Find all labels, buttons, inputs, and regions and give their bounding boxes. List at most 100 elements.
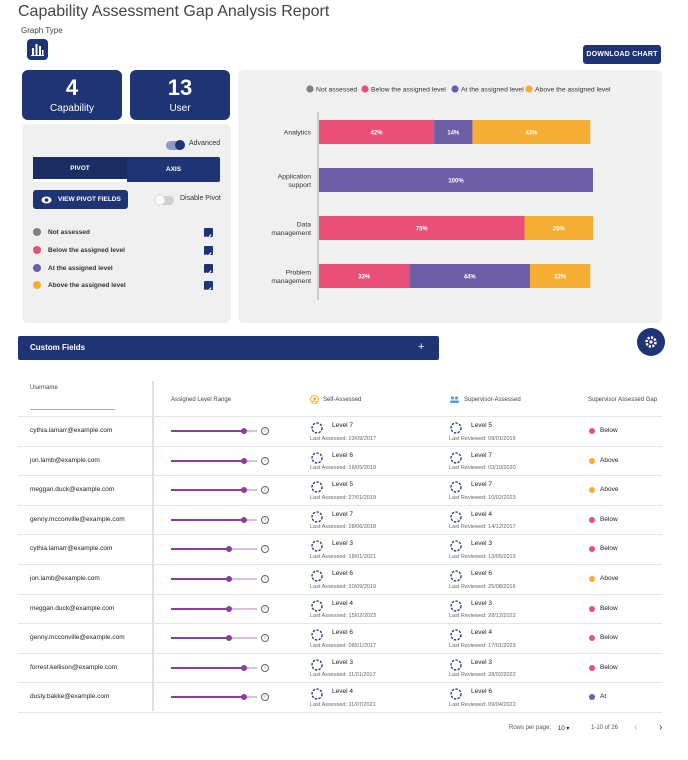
prev-page-icon[interactable]: ‹ xyxy=(634,722,638,733)
user-label: User xyxy=(169,103,191,114)
self-assessed-date: Last Assessed: 08/01/2017 xyxy=(310,642,377,649)
supervisor-ring-icon xyxy=(450,421,462,434)
info-icon[interactable]: i xyxy=(261,634,269,643)
plus-icon[interactable]: + xyxy=(418,341,425,353)
gap-status-text: Below xyxy=(600,545,618,553)
self-assessed-date: Last Assessed: 23/09/2017 xyxy=(310,435,377,442)
range-slider-knob[interactable] xyxy=(226,605,233,612)
legend-checkbox[interactable] xyxy=(204,245,213,257)
rows-per-page-select[interactable]: 10 ▾ xyxy=(558,725,569,732)
info-icon[interactable]: i xyxy=(261,693,269,702)
gap-status-text: Below xyxy=(600,515,618,523)
chart-panel: Not assessed Below the assigned level At t… xyxy=(238,70,662,323)
custom-fields-bar[interactable]: Custom Fields + xyxy=(18,336,439,360)
bar-segment[interactable] xyxy=(524,216,594,240)
supervisor-level: Level 7 xyxy=(471,451,492,459)
bar-segment[interactable] xyxy=(319,120,435,144)
bar-segment[interactable] xyxy=(434,120,473,144)
gap-status-dot xyxy=(589,605,595,612)
bar-chart-icon[interactable] xyxy=(27,39,48,60)
gap-status-text: Below xyxy=(600,604,618,612)
chart-legend-swatch xyxy=(525,85,533,93)
header-supervisor-gap[interactable]: Supervisor Assessed Gap xyxy=(588,397,658,403)
supervisor-ring-icon xyxy=(450,687,462,701)
info-icon[interactable]: i xyxy=(261,545,269,554)
info-icon[interactable]: i xyxy=(261,663,269,672)
self-assessed-ring-icon xyxy=(311,658,323,671)
gap-status-dot xyxy=(589,428,595,434)
view-pivot-fields-button[interactable]: VIEW PIVOT FIELDS xyxy=(33,190,128,209)
legend-checkbox[interactable] xyxy=(204,280,213,292)
range-slider-knob[interactable] xyxy=(226,546,233,553)
legend-checkbox[interactable] xyxy=(204,227,213,239)
bar-value-label: 33% xyxy=(358,274,371,280)
legend-label: Above the assigned level xyxy=(48,281,126,289)
self-level: Level 4 xyxy=(332,688,353,696)
info-icon[interactable]: i xyxy=(261,575,269,583)
supervisor-review-date: Last Reviewed: 09/01/2016 xyxy=(449,435,516,442)
capability-count: 4 xyxy=(65,75,79,100)
next-page-icon[interactable]: › xyxy=(659,722,663,733)
range-slider-knob[interactable] xyxy=(226,576,233,582)
supervisor-review-date: Last Reviewed: 14/12/2017 xyxy=(449,524,516,531)
supervisor-ring-icon xyxy=(450,539,462,553)
supervisor-ring-icon xyxy=(450,599,462,612)
category-label: Application xyxy=(278,173,311,180)
range-slider-fill xyxy=(171,430,245,432)
header-assigned-level-range[interactable]: Assigned Level Range xyxy=(171,397,232,403)
info-icon[interactable]: i xyxy=(261,515,269,524)
bar-segment[interactable] xyxy=(409,264,530,288)
self-assessed-date: Last Assessed: 28/06/2018 xyxy=(310,524,377,531)
supervisor-level: Level 3 xyxy=(471,599,492,607)
range-slider-fill xyxy=(171,666,245,669)
tab-axis[interactable]: AXIS xyxy=(165,166,182,173)
download-chart-button[interactable]: DOWNLOAD CHART xyxy=(583,45,661,64)
bar-segment[interactable] xyxy=(472,120,591,144)
tab-pivot[interactable]: PIVOT xyxy=(33,157,127,182)
header-supervisor-assessed[interactable]: Supervisor-Assessed xyxy=(464,397,521,403)
self-level: Level 3 xyxy=(332,658,353,666)
info-icon[interactable]: i xyxy=(261,486,269,495)
row-divider xyxy=(18,593,662,595)
advanced-label: Advanced xyxy=(189,140,221,147)
bar-segment[interactable] xyxy=(529,264,591,288)
range-slider-fill xyxy=(171,578,230,580)
advanced-toggle[interactable] xyxy=(166,140,185,150)
bar-value-label: 25% xyxy=(553,226,566,232)
chart-legend-label: Not assessed xyxy=(316,87,357,94)
username-cell: dusty.bakke@example.com xyxy=(30,693,110,701)
username-filter-underline[interactable] xyxy=(30,409,115,410)
username-cell: meggan.duck@example.com xyxy=(30,604,115,612)
range-slider-knob[interactable] xyxy=(241,694,248,701)
range-slider-knob[interactable] xyxy=(241,664,248,671)
gap-status-text: Above xyxy=(600,456,619,464)
range-slider-knob[interactable] xyxy=(241,487,248,494)
legend-label: At the assigned level xyxy=(48,264,113,272)
header-self-assessed[interactable]: Self-Assessed xyxy=(323,397,362,403)
gap-status-dot xyxy=(589,516,595,523)
user-count: 13 xyxy=(167,75,193,100)
bar-segment[interactable] xyxy=(319,168,593,192)
gap-status-dot xyxy=(589,546,595,553)
gap-status-text: Below xyxy=(600,634,618,642)
header-username[interactable]: Username xyxy=(30,385,58,391)
range-slider-knob[interactable] xyxy=(241,516,248,523)
range-slider-knob[interactable] xyxy=(241,457,248,464)
settings-button[interactable] xyxy=(637,328,665,356)
range-slider-knob[interactable] xyxy=(241,428,248,434)
range-slider-knob[interactable] xyxy=(226,635,233,642)
bar-segment[interactable] xyxy=(319,216,525,240)
info-icon[interactable]: i xyxy=(261,456,269,465)
info-icon[interactable]: i xyxy=(261,604,269,613)
legend-toggle-row: Above the assigned level xyxy=(33,279,126,291)
supervisor-review-date: Last Reviewed: 28/12/2022 xyxy=(449,613,516,620)
self-assessed-ring-icon xyxy=(311,687,323,701)
bar-value-label: 100% xyxy=(448,178,464,184)
disable-pivot-toggle[interactable] xyxy=(155,195,174,205)
info-icon[interactable]: i xyxy=(261,427,269,435)
category-label: support xyxy=(288,182,311,189)
category-label: Analytics xyxy=(284,130,312,137)
legend-checkbox[interactable] xyxy=(204,263,213,275)
range-slider-fill xyxy=(171,459,245,462)
bar-segment[interactable] xyxy=(319,264,410,288)
